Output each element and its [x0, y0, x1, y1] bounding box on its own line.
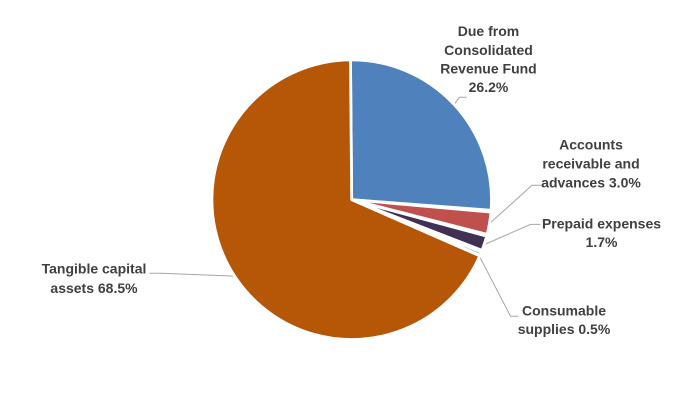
svg-text:supplies 0.5%: supplies 0.5%	[518, 321, 611, 337]
svg-text:Due from: Due from	[458, 23, 519, 39]
svg-text:assets 68.5%: assets 68.5%	[50, 280, 138, 296]
svg-text:26.2%: 26.2%	[469, 79, 509, 95]
svg-text:Revenue Fund: Revenue Fund	[440, 61, 536, 77]
svg-text:Prepaid expenses: Prepaid expenses	[542, 216, 661, 232]
svg-text:Tangible capital: Tangible capital	[42, 261, 147, 277]
svg-text:1.7%: 1.7%	[586, 234, 618, 250]
svg-text:receivable and: receivable and	[542, 156, 639, 172]
svg-text:Consolidated: Consolidated	[444, 42, 533, 58]
svg-text:Accounts: Accounts	[559, 137, 623, 153]
svg-text:advances 3.0%: advances 3.0%	[541, 175, 641, 191]
svg-text:Consumable: Consumable	[522, 303, 606, 319]
